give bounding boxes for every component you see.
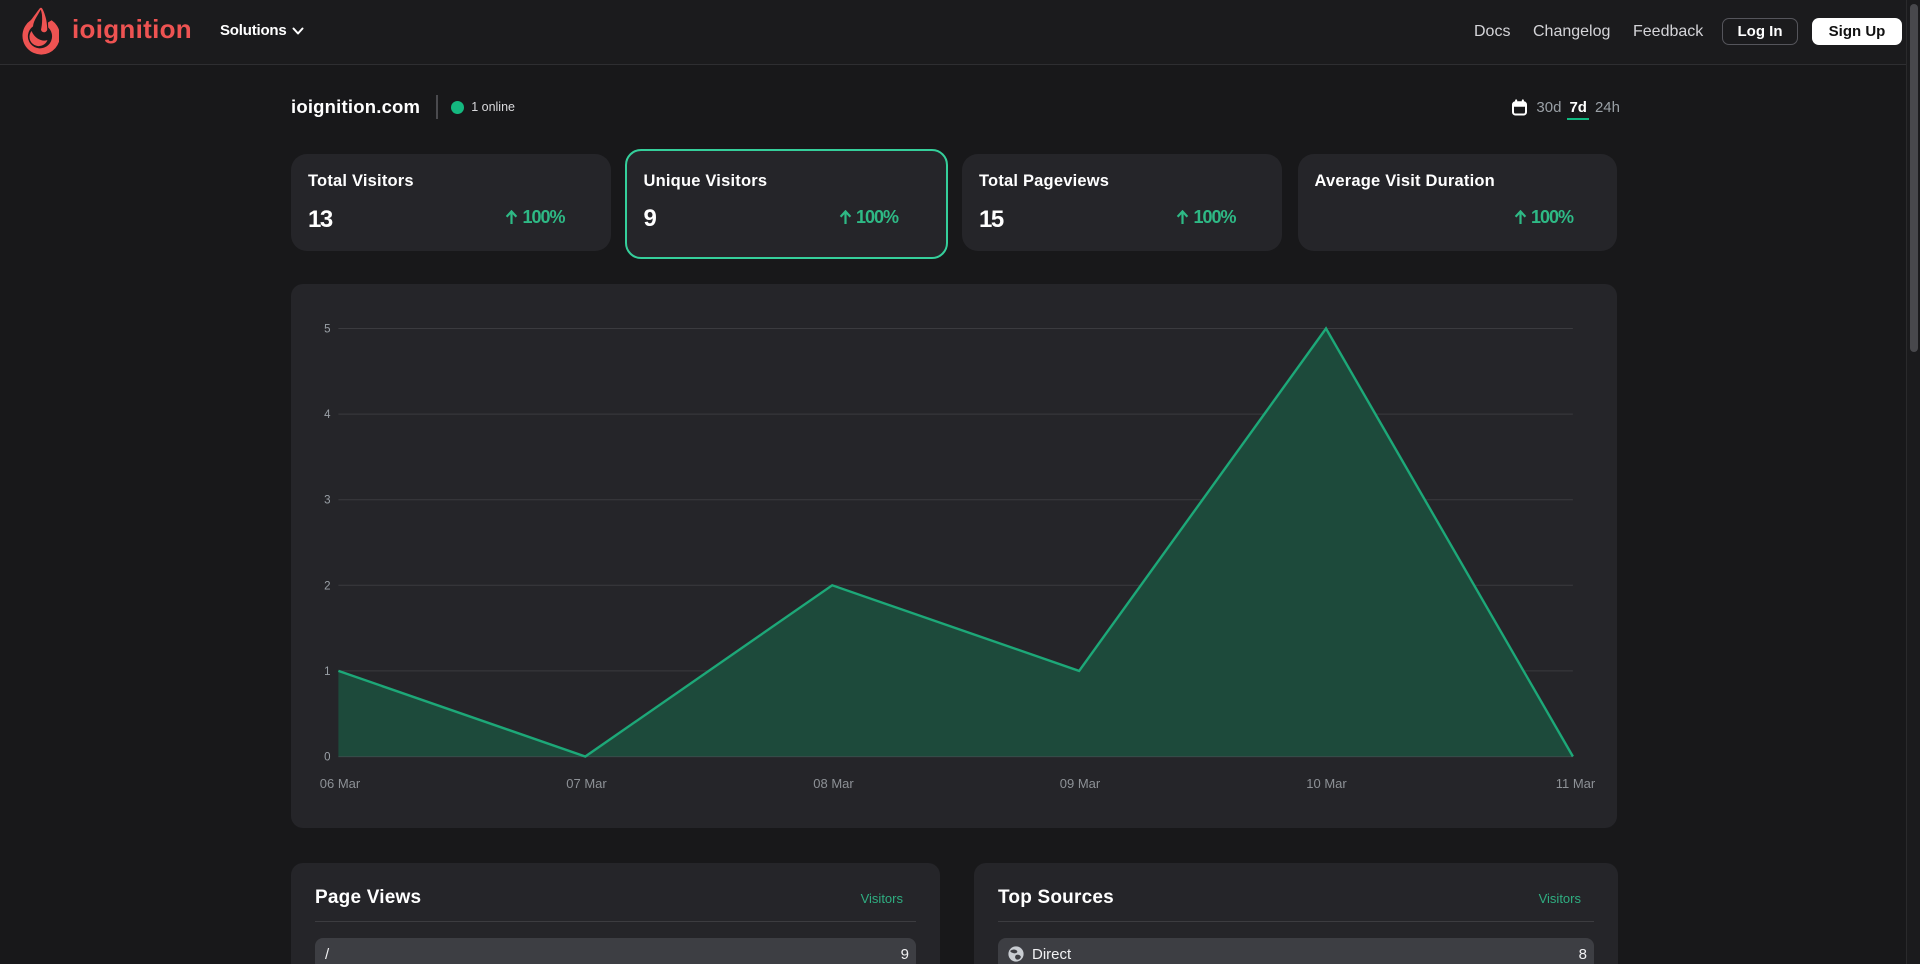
- svg-text:06 Mar: 06 Mar: [320, 776, 361, 791]
- svg-text:09 Mar: 09 Mar: [1060, 776, 1101, 791]
- svg-text:1: 1: [324, 665, 330, 677]
- svg-text:5: 5: [324, 323, 330, 335]
- svg-text:10 Mar: 10 Mar: [1306, 776, 1347, 791]
- svg-text:4: 4: [324, 409, 331, 421]
- svg-text:07 Mar: 07 Mar: [566, 776, 607, 791]
- svg-text:3: 3: [324, 494, 330, 506]
- svg-text:11 Mar: 11 Mar: [1556, 776, 1596, 791]
- svg-text:0: 0: [324, 751, 330, 763]
- svg-text:08 Mar: 08 Mar: [813, 776, 854, 791]
- svg-text:2: 2: [324, 580, 330, 592]
